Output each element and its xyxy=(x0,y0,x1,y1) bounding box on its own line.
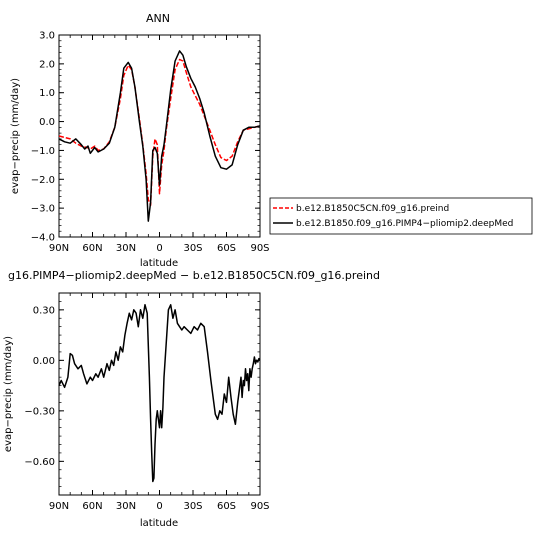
bottom-y-axis-label: evap−precip (mm/day) xyxy=(3,336,14,452)
top-ticks: 90N 60N 30N 0 30S 60S 90S 3.0 2.0 1.0 0.0 −1.0 −2.0 −… xyxy=(31,31,270,255)
bottom-x-tick-label: 90S xyxy=(250,501,269,512)
bottom-x-tick-label: 90N xyxy=(49,501,69,512)
top-x-tick-label: 30S xyxy=(183,243,202,254)
top-y-tick-label: 0.0 xyxy=(39,117,55,128)
legend-entry-2: b.e12.B1850.f09_g16.PIMP4−pliomip2.deepM… xyxy=(296,219,513,229)
legend-box xyxy=(269,197,533,235)
top-y-tick-label: −1.0 xyxy=(31,146,55,157)
bottom-x-tick-label: 60N xyxy=(82,501,102,512)
bottom-x-axis-label: latitude xyxy=(140,518,178,529)
top-chart-title: ANN xyxy=(146,12,170,25)
bottom-plot-frame xyxy=(58,292,261,496)
bottom-y-tick-label: 0.30 xyxy=(33,305,55,316)
top-plot-frame xyxy=(58,34,261,238)
top-series-lines xyxy=(58,50,261,222)
legend: b.e12.B1850C5CN.f09_g16.preind b.e12.B185… xyxy=(269,197,533,235)
bottom-chart-title: g16.PIMP4−pliomip2.deepMed − b.e12.B1850… xyxy=(8,269,380,282)
legend-entry-1: b.e12.B1850C5CN.f09_g16.preind xyxy=(296,204,449,214)
top-y-axis-label: evap−precip (mm/day) xyxy=(10,78,21,194)
top-y-tick-label: −4.0 xyxy=(31,233,55,244)
top-y-tick-label: 2.0 xyxy=(39,59,55,70)
top-series-line-2 xyxy=(58,50,261,222)
top-x-tick-label: 60N xyxy=(82,243,102,254)
bottom-y-tick-label: −0.60 xyxy=(24,457,55,468)
top-x-tick-label: 90S xyxy=(250,243,269,254)
top-y-tick-label: −2.0 xyxy=(31,175,55,186)
top-x-tick-label: 0 xyxy=(156,243,162,254)
bottom-series-line-1 xyxy=(58,304,261,483)
top-series-line-1 xyxy=(58,58,261,207)
top-y-tick-label: 3.0 xyxy=(39,31,55,42)
bottom-ticks: 90N 60N 30N 0 30S 60S 90S 0.30 0.00 −0.30 −0.60 xyxy=(24,292,270,512)
bottom-x-tick-label: 0 xyxy=(156,501,162,512)
bottom-x-tick-label: 30S xyxy=(183,501,202,512)
top-x-tick-label: 60S xyxy=(217,243,236,254)
top-x-axis-label: latitude xyxy=(140,258,178,269)
bottom-y-tick-label: 0.00 xyxy=(33,356,55,367)
top-x-tick-label: 90N xyxy=(49,243,69,254)
top-x-tick-label: 30N xyxy=(116,243,136,254)
top-y-tick-label: −3.0 xyxy=(31,204,55,215)
bottom-x-tick-label: 30N xyxy=(116,501,136,512)
bottom-series-lines xyxy=(58,304,261,483)
bottom-x-tick-label: 60S xyxy=(217,501,236,512)
top-y-tick-label: 1.0 xyxy=(39,88,55,99)
bottom-y-tick-label: −0.30 xyxy=(24,406,55,417)
